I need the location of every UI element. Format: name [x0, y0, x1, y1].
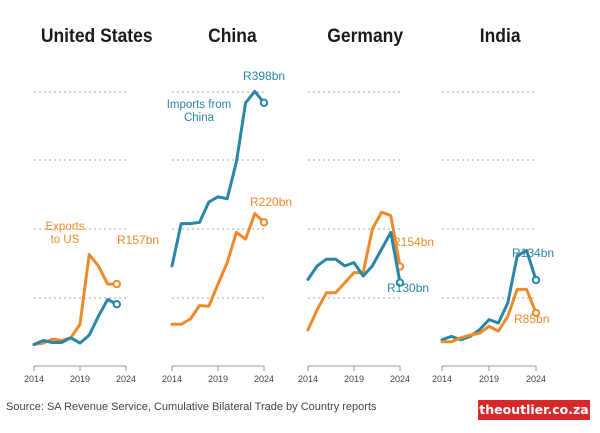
x-tick-label: 2024	[116, 374, 136, 384]
series-end-label: R154bn	[392, 235, 434, 249]
x-tick-label: 2019	[344, 374, 364, 384]
brand-badge[interactable]: theoutlier.co.za	[478, 400, 590, 420]
series-line	[170, 89, 266, 268]
series-end-label: R130bn	[387, 281, 429, 295]
x-tick-label: 2019	[208, 374, 228, 384]
series-end-label: R134bn	[512, 246, 554, 260]
panel-title-germany: Germany	[327, 26, 404, 47]
series-line	[32, 253, 119, 346]
series-annotation: to US	[51, 234, 80, 246]
x-tick-label: 2014	[432, 374, 452, 384]
source-note: Source: SA Revenue Service, Cumulative B…	[6, 401, 377, 413]
series-end-marker	[395, 278, 405, 287]
x-tick-label: 2014	[162, 374, 182, 384]
series-end-marker	[259, 98, 269, 107]
series-line	[306, 210, 402, 332]
series-end-marker	[531, 275, 541, 285]
series-annotation: China	[184, 112, 215, 124]
series-end-marker	[112, 279, 122, 289]
x-tick-label: 2019	[479, 374, 499, 384]
x-tick-label: 2024	[526, 374, 546, 384]
panel-title-china: China	[208, 26, 257, 47]
x-tick-label: 2024	[390, 374, 410, 384]
series-end-label: R157bn	[117, 233, 159, 247]
series-end-marker	[259, 218, 269, 227]
series-end-label: R398bn	[243, 69, 285, 83]
x-tick-label: 2024	[254, 374, 274, 384]
panel-title-united-states: United States	[40, 26, 153, 47]
x-tick-label: 2014	[298, 374, 318, 384]
series-end-label: R220bn	[250, 195, 292, 209]
series-annotation: Imports from	[167, 99, 232, 111]
series-end-marker	[112, 300, 122, 309]
series-line	[440, 287, 538, 344]
x-tick-label: 2014	[24, 374, 44, 384]
series-end-label: R85bn	[514, 312, 549, 326]
series-end-marker	[531, 308, 541, 318]
panel-title-india: India	[479, 26, 521, 47]
series-line	[32, 298, 119, 346]
series-annotation: Exports	[46, 221, 85, 233]
series-line	[306, 230, 402, 285]
series-line	[170, 212, 266, 326]
x-tick-label: 2019	[70, 374, 90, 384]
